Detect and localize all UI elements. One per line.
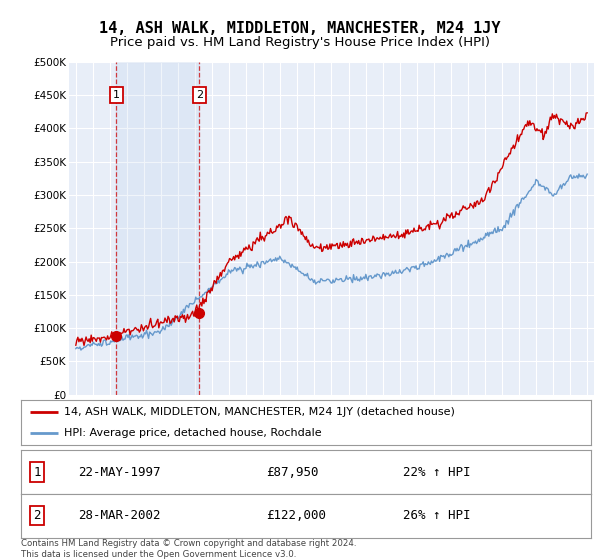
- Text: 2: 2: [33, 509, 41, 522]
- Text: Contains HM Land Registry data © Crown copyright and database right 2024.
This d: Contains HM Land Registry data © Crown c…: [21, 539, 356, 559]
- Text: £122,000: £122,000: [266, 509, 326, 522]
- Text: 14, ASH WALK, MIDDLETON, MANCHESTER, M24 1JY: 14, ASH WALK, MIDDLETON, MANCHESTER, M24…: [99, 21, 501, 36]
- Text: 28-MAR-2002: 28-MAR-2002: [78, 509, 161, 522]
- Text: 14, ASH WALK, MIDDLETON, MANCHESTER, M24 1JY (detached house): 14, ASH WALK, MIDDLETON, MANCHESTER, M24…: [64, 408, 455, 418]
- Text: HPI: Average price, detached house, Rochdale: HPI: Average price, detached house, Roch…: [64, 428, 322, 438]
- Text: 22-MAY-1997: 22-MAY-1997: [78, 465, 161, 479]
- Text: 22% ↑ HPI: 22% ↑ HPI: [403, 465, 470, 479]
- Text: £87,950: £87,950: [266, 465, 319, 479]
- Text: 1: 1: [113, 90, 120, 100]
- Text: 1: 1: [33, 465, 41, 479]
- Text: 2: 2: [196, 90, 203, 100]
- Text: 26% ↑ HPI: 26% ↑ HPI: [403, 509, 470, 522]
- Bar: [116, 62, 199, 395]
- Text: Price paid vs. HM Land Registry's House Price Index (HPI): Price paid vs. HM Land Registry's House …: [110, 36, 490, 49]
